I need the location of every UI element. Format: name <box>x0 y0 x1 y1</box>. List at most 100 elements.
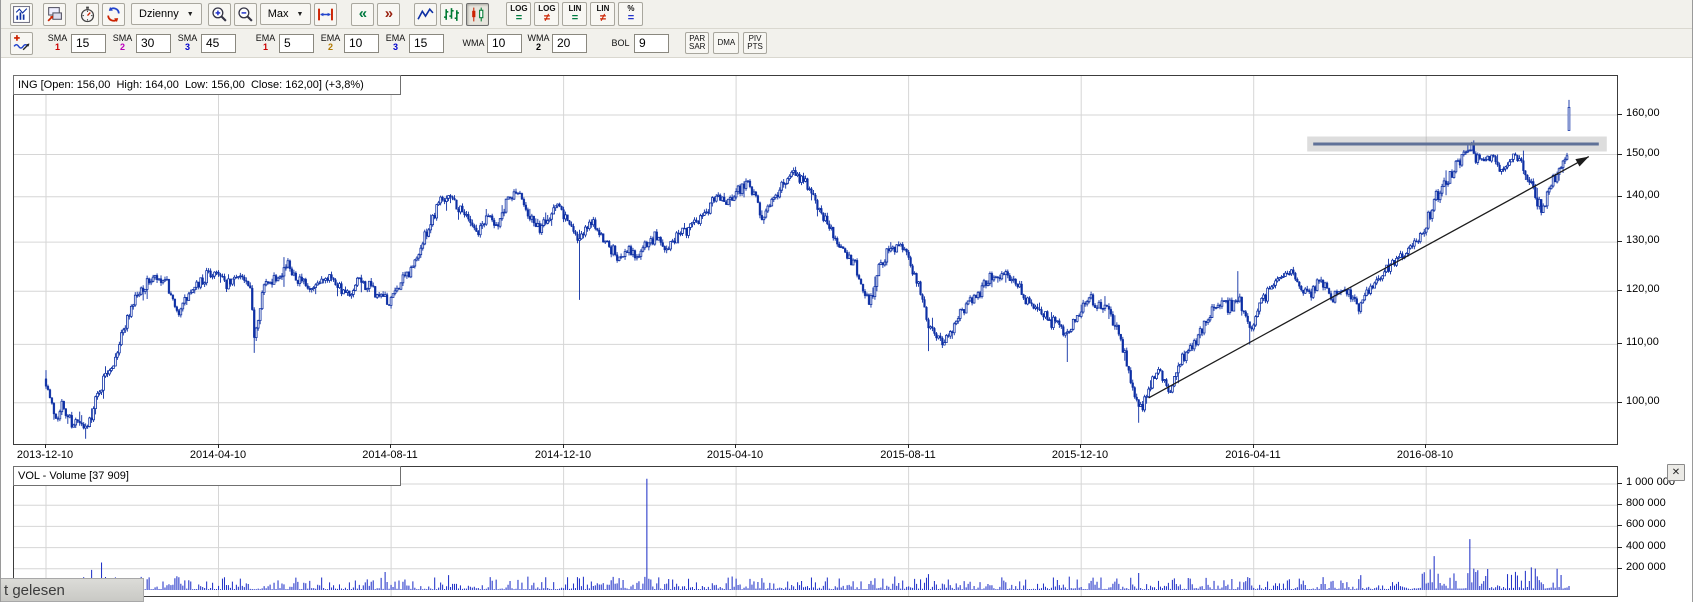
time-axis-label: 2014-12-10 <box>534 449 592 461</box>
indicator-group-sma2: SMA 2 <box>111 33 171 53</box>
line-chart-icon <box>417 6 434 23</box>
price-axis-label: 140,00 <box>1626 189 1660 201</box>
volume-axis-label: 400 000 <box>1626 540 1666 552</box>
zoom-range-button[interactable] <box>314 2 338 26</box>
volume-axis-label: 200 000 <box>1626 561 1666 573</box>
indicator-period-input-sma3[interactable] <box>201 33 236 53</box>
refresh-button[interactable] <box>102 2 125 26</box>
time-axis-label: 2014-08-11 <box>362 449 418 461</box>
indicator-label: EMA 1 <box>255 33 276 52</box>
timer-button[interactable] <box>76 2 99 26</box>
range-dropdown[interactable]: Max ▼ <box>259 3 312 25</box>
candlestick-chart-button[interactable] <box>466 2 490 26</box>
volume-axis-label: 1 000 000 <box>1626 476 1675 488</box>
ohlc-chart-icon <box>443 6 460 23</box>
detach-window-button[interactable] <box>43 2 66 26</box>
parabolic-sar-button[interactable]: PAR SAR <box>685 32 710 54</box>
axis-tick <box>1617 483 1622 484</box>
indicator-period-input-ema2[interactable] <box>344 33 379 53</box>
time-axis-label: 2016-08-10 <box>1396 449 1454 461</box>
log-scale-alt-button[interactable]: LOG ≠ <box>534 2 560 26</box>
axis-tick <box>218 444 219 448</box>
volume-pane[interactable] <box>13 466 1618 597</box>
time-axis-label: 2016-04-11 <box>1225 449 1281 461</box>
axis-tick <box>563 444 564 448</box>
axis-tick <box>1253 444 1254 448</box>
close-icon: ✕ <box>1671 467 1681 478</box>
indicator-label: WMA 2 <box>527 33 550 52</box>
add-study-button[interactable] <box>10 31 33 55</box>
zoom-in-icon <box>211 6 228 23</box>
candlestick-series <box>44 99 1571 439</box>
timer-icon <box>79 6 96 23</box>
price-chart-svg <box>14 76 1617 444</box>
price-axis-label: 130,00 <box>1626 234 1660 246</box>
dma-button[interactable]: DMA <box>713 32 740 54</box>
scale-buttons-group: LOG = LOG ≠ LIN = LIN ≠% = <box>503 2 644 26</box>
refresh-icon <box>105 6 122 23</box>
scroll-right-button[interactable]: » <box>377 2 401 26</box>
axis-tick <box>735 444 736 448</box>
indicator-period-input-sma2[interactable] <box>136 33 171 53</box>
zoom-in-button[interactable] <box>207 2 231 26</box>
chevron-down-icon: ▼ <box>186 10 194 18</box>
volume-axis-label: 600 000 <box>1626 518 1666 530</box>
indicator-period-input-wma[interactable] <box>487 33 522 53</box>
price-axis-label: 150,00 <box>1626 147 1660 159</box>
time-axis-label: 2013-12-10 <box>16 449 74 461</box>
indicator-label: EMA 3 <box>385 33 406 52</box>
percent-scale-button[interactable]: % = <box>618 2 644 26</box>
price-axis-label: 100,00 <box>1626 395 1660 407</box>
indicator-group-ema2: EMA 2 <box>319 33 379 53</box>
axis-tick <box>390 444 391 448</box>
lin-scale-alt-button[interactable]: LIN ≠ <box>590 2 616 26</box>
indicator-group-sma1: SMA 1 <box>46 33 106 53</box>
volume-pane-title: VOL - Volume [37 909] <box>13 466 401 486</box>
interval-dropdown[interactable]: Dzienny ▼ <box>131 3 202 25</box>
zoom-out-icon <box>237 6 254 23</box>
scroll-left-button[interactable]: « <box>351 2 375 26</box>
close-volume-pane-button[interactable]: ✕ <box>1667 464 1685 481</box>
indicator-label: WMA <box>462 37 485 48</box>
indicator-group-sma3: SMA 3 <box>176 33 236 53</box>
time-axis-label: 2015-04-10 <box>706 449 764 461</box>
indicator-period-input-wma2[interactable] <box>552 33 587 53</box>
trendline-annotation[interactable] <box>1148 156 1590 399</box>
indicator-period-input-sma1[interactable] <box>71 33 106 53</box>
lin-scale-button[interactable]: LIN = <box>562 2 588 26</box>
time-axis-label: 2015-12-10 <box>1051 449 1109 461</box>
chevrons-left-icon: « <box>358 4 368 22</box>
indicator-buttons: PAR SAR DMA PIV PTS <box>681 32 767 54</box>
chart-window-button[interactable] <box>10 2 33 26</box>
indicator-period-input-ema3[interactable] <box>409 33 444 53</box>
indicator-period-input-bol[interactable] <box>634 33 669 53</box>
pivot-points-button[interactable]: PIV PTS <box>743 32 767 54</box>
trendline-arrowhead <box>1575 156 1589 167</box>
line-chart-button[interactable] <box>414 2 438 26</box>
log-scale-button[interactable]: LOG = <box>506 2 532 26</box>
zoom-out-button[interactable] <box>233 2 257 26</box>
indicator-group-wma: WMA <box>462 33 522 53</box>
status-tooltip-overlay: t gelesen <box>1 578 144 602</box>
volume-axis-label: 800 000 <box>1626 497 1666 509</box>
indicator-group-ema1: EMA 1 <box>254 33 314 53</box>
zoom-range-icon <box>317 6 334 23</box>
chevrons-right-icon: » <box>384 4 394 22</box>
price-pane[interactable] <box>13 75 1618 445</box>
chevron-down-icon: ▼ <box>296 10 304 18</box>
indicator-period-input-ema1[interactable] <box>279 33 314 53</box>
indicator-label: SMA 1 <box>47 33 68 52</box>
ohlc-chart-button[interactable] <box>440 2 464 26</box>
indicator-label: EMA 2 <box>320 33 341 52</box>
axis-tick <box>1617 343 1622 344</box>
price-axis-label: 160,00 <box>1626 107 1660 119</box>
axis-tick <box>1617 241 1622 242</box>
interval-dropdown-label: Dzienny <box>139 8 179 20</box>
add-study-icon <box>13 34 31 52</box>
axis-tick <box>1080 444 1081 448</box>
axis-tick <box>1425 444 1426 448</box>
axis-tick <box>1617 568 1622 569</box>
axis-tick <box>1617 196 1622 197</box>
